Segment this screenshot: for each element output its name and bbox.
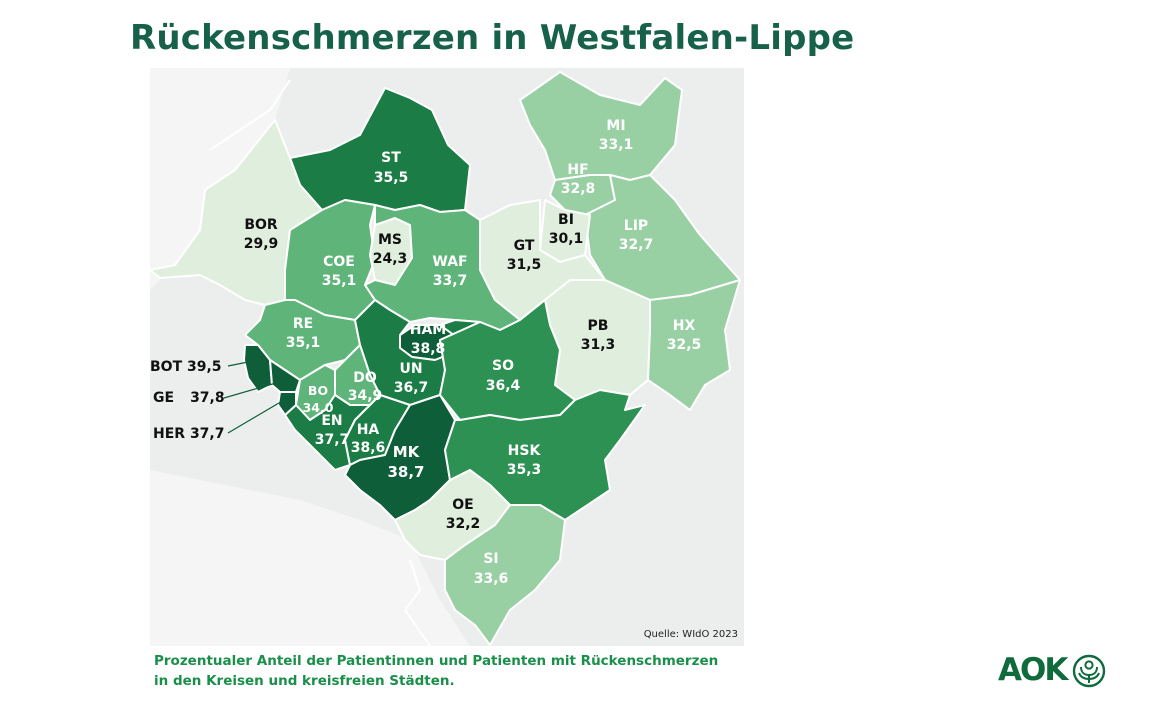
label-UN: UN 36,7 xyxy=(394,361,429,396)
label-HSK: HSK 35,3 xyxy=(507,443,542,478)
aok-logo: AOK xyxy=(998,652,1118,688)
label-COE: COE 35,1 xyxy=(322,254,357,289)
label-HA: HA 38,6 xyxy=(351,422,386,456)
region-HX[interactable] xyxy=(647,279,741,411)
border-line-2 xyxy=(209,79,291,151)
leader-line-BOT xyxy=(227,361,249,367)
label-RE: RE 35,1 xyxy=(286,316,321,351)
leader-line-HER xyxy=(227,399,285,434)
map-svg: MI 33,1 HF 32,8 LIP 32,7 BI 30,1 GT 31,5 ST 35… xyxy=(150,68,741,646)
label-HX: HX 32,5 xyxy=(667,318,702,353)
label-HF: HF 32,8 xyxy=(561,162,596,197)
label-BO: BO 34,0 xyxy=(303,383,334,415)
border-line xyxy=(403,559,431,646)
label-HAM: HAM 38,8 xyxy=(410,322,446,357)
map-title: Rückenschmerzen in Westfalen-Lippe xyxy=(130,18,855,58)
label-EN: EN 37,7 xyxy=(315,413,350,448)
leader-line-GE xyxy=(223,382,277,399)
region-WAF[interactable] xyxy=(364,204,521,331)
logo-text: AOK xyxy=(998,652,1068,688)
label-PB: PB 31,3 xyxy=(581,318,616,353)
label-DO: DO 34,9 xyxy=(348,370,383,404)
label-OE: OE 32,2 xyxy=(446,497,481,532)
map-caption: Prozentualer Anteil der Patientinnen und… xyxy=(154,651,774,691)
label-HER: HER 37,7 xyxy=(153,426,224,442)
label-WAF: WAF 33,7 xyxy=(432,254,467,289)
label-SI: SI 33,6 xyxy=(474,551,509,587)
aok-tree-icon xyxy=(1072,654,1106,688)
source-note: Quelle: WIdO 2023 xyxy=(643,629,738,640)
neighbor-land-south xyxy=(150,470,470,646)
choropleth-map: MI 33,1 HF 32,8 LIP 32,7 BI 30,1 GT 31,5 ST 35… xyxy=(150,68,744,646)
region-SI[interactable] xyxy=(444,504,566,646)
label-BI: BI 30,1 xyxy=(549,212,584,247)
label-LIP: LIP 32,7 xyxy=(619,218,654,253)
region-MI[interactable] xyxy=(519,71,683,181)
region-ST[interactable] xyxy=(289,87,471,213)
label-MI: MI 33,1 xyxy=(599,118,634,153)
label-MK: MK 38,7 xyxy=(387,443,424,481)
label-BOT: BOT 39,5 xyxy=(150,359,222,375)
label-GE: GE 37,8 xyxy=(153,390,225,406)
label-SO: SO 36,4 xyxy=(486,358,521,394)
caption-line-2: in den Kreisen und kreisfreien Städten. xyxy=(154,673,455,689)
label-GT: GT 31,5 xyxy=(507,238,542,273)
caption-line-1: Prozentualer Anteil der Patientinnen und… xyxy=(154,653,719,669)
label-BOR: BOR 29,9 xyxy=(244,217,279,252)
label-MS: MS 24,3 xyxy=(373,232,408,267)
label-ST: ST 35,5 xyxy=(374,150,409,186)
